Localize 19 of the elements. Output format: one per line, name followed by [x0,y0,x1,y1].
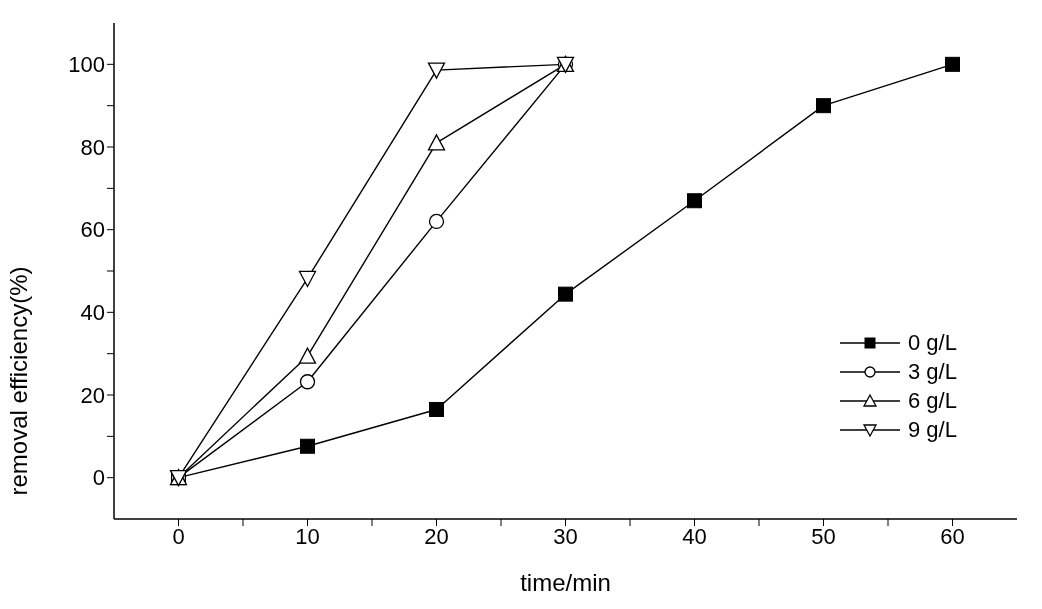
legend-label: 3 g/L [908,358,957,385]
legend-label: 0 g/L [908,329,957,356]
y-tick-label: 100 [68,52,105,78]
x-tick-label: 30 [553,523,578,549]
y-axis-title: removal efficiency(%) [4,266,32,496]
x-tick-label: 10 [295,523,320,549]
y-tick-label: 0 [92,465,105,491]
x-tick-label: 50 [811,523,836,549]
y-tick-label: 20 [80,382,105,408]
x-tick-label: 40 [682,523,707,549]
x-axis-title: time/min [520,569,611,596]
x-tick-label: 60 [940,523,965,549]
y-tick-label: 40 [80,300,105,326]
legend-label: 9 g/L [908,416,957,443]
y-tick-label: 80 [80,134,105,160]
legend-label: 6 g/L [908,387,957,414]
x-tick-label: 20 [424,523,449,549]
y-tick-label: 60 [80,217,105,243]
x-tick-label: 0 [172,523,185,549]
